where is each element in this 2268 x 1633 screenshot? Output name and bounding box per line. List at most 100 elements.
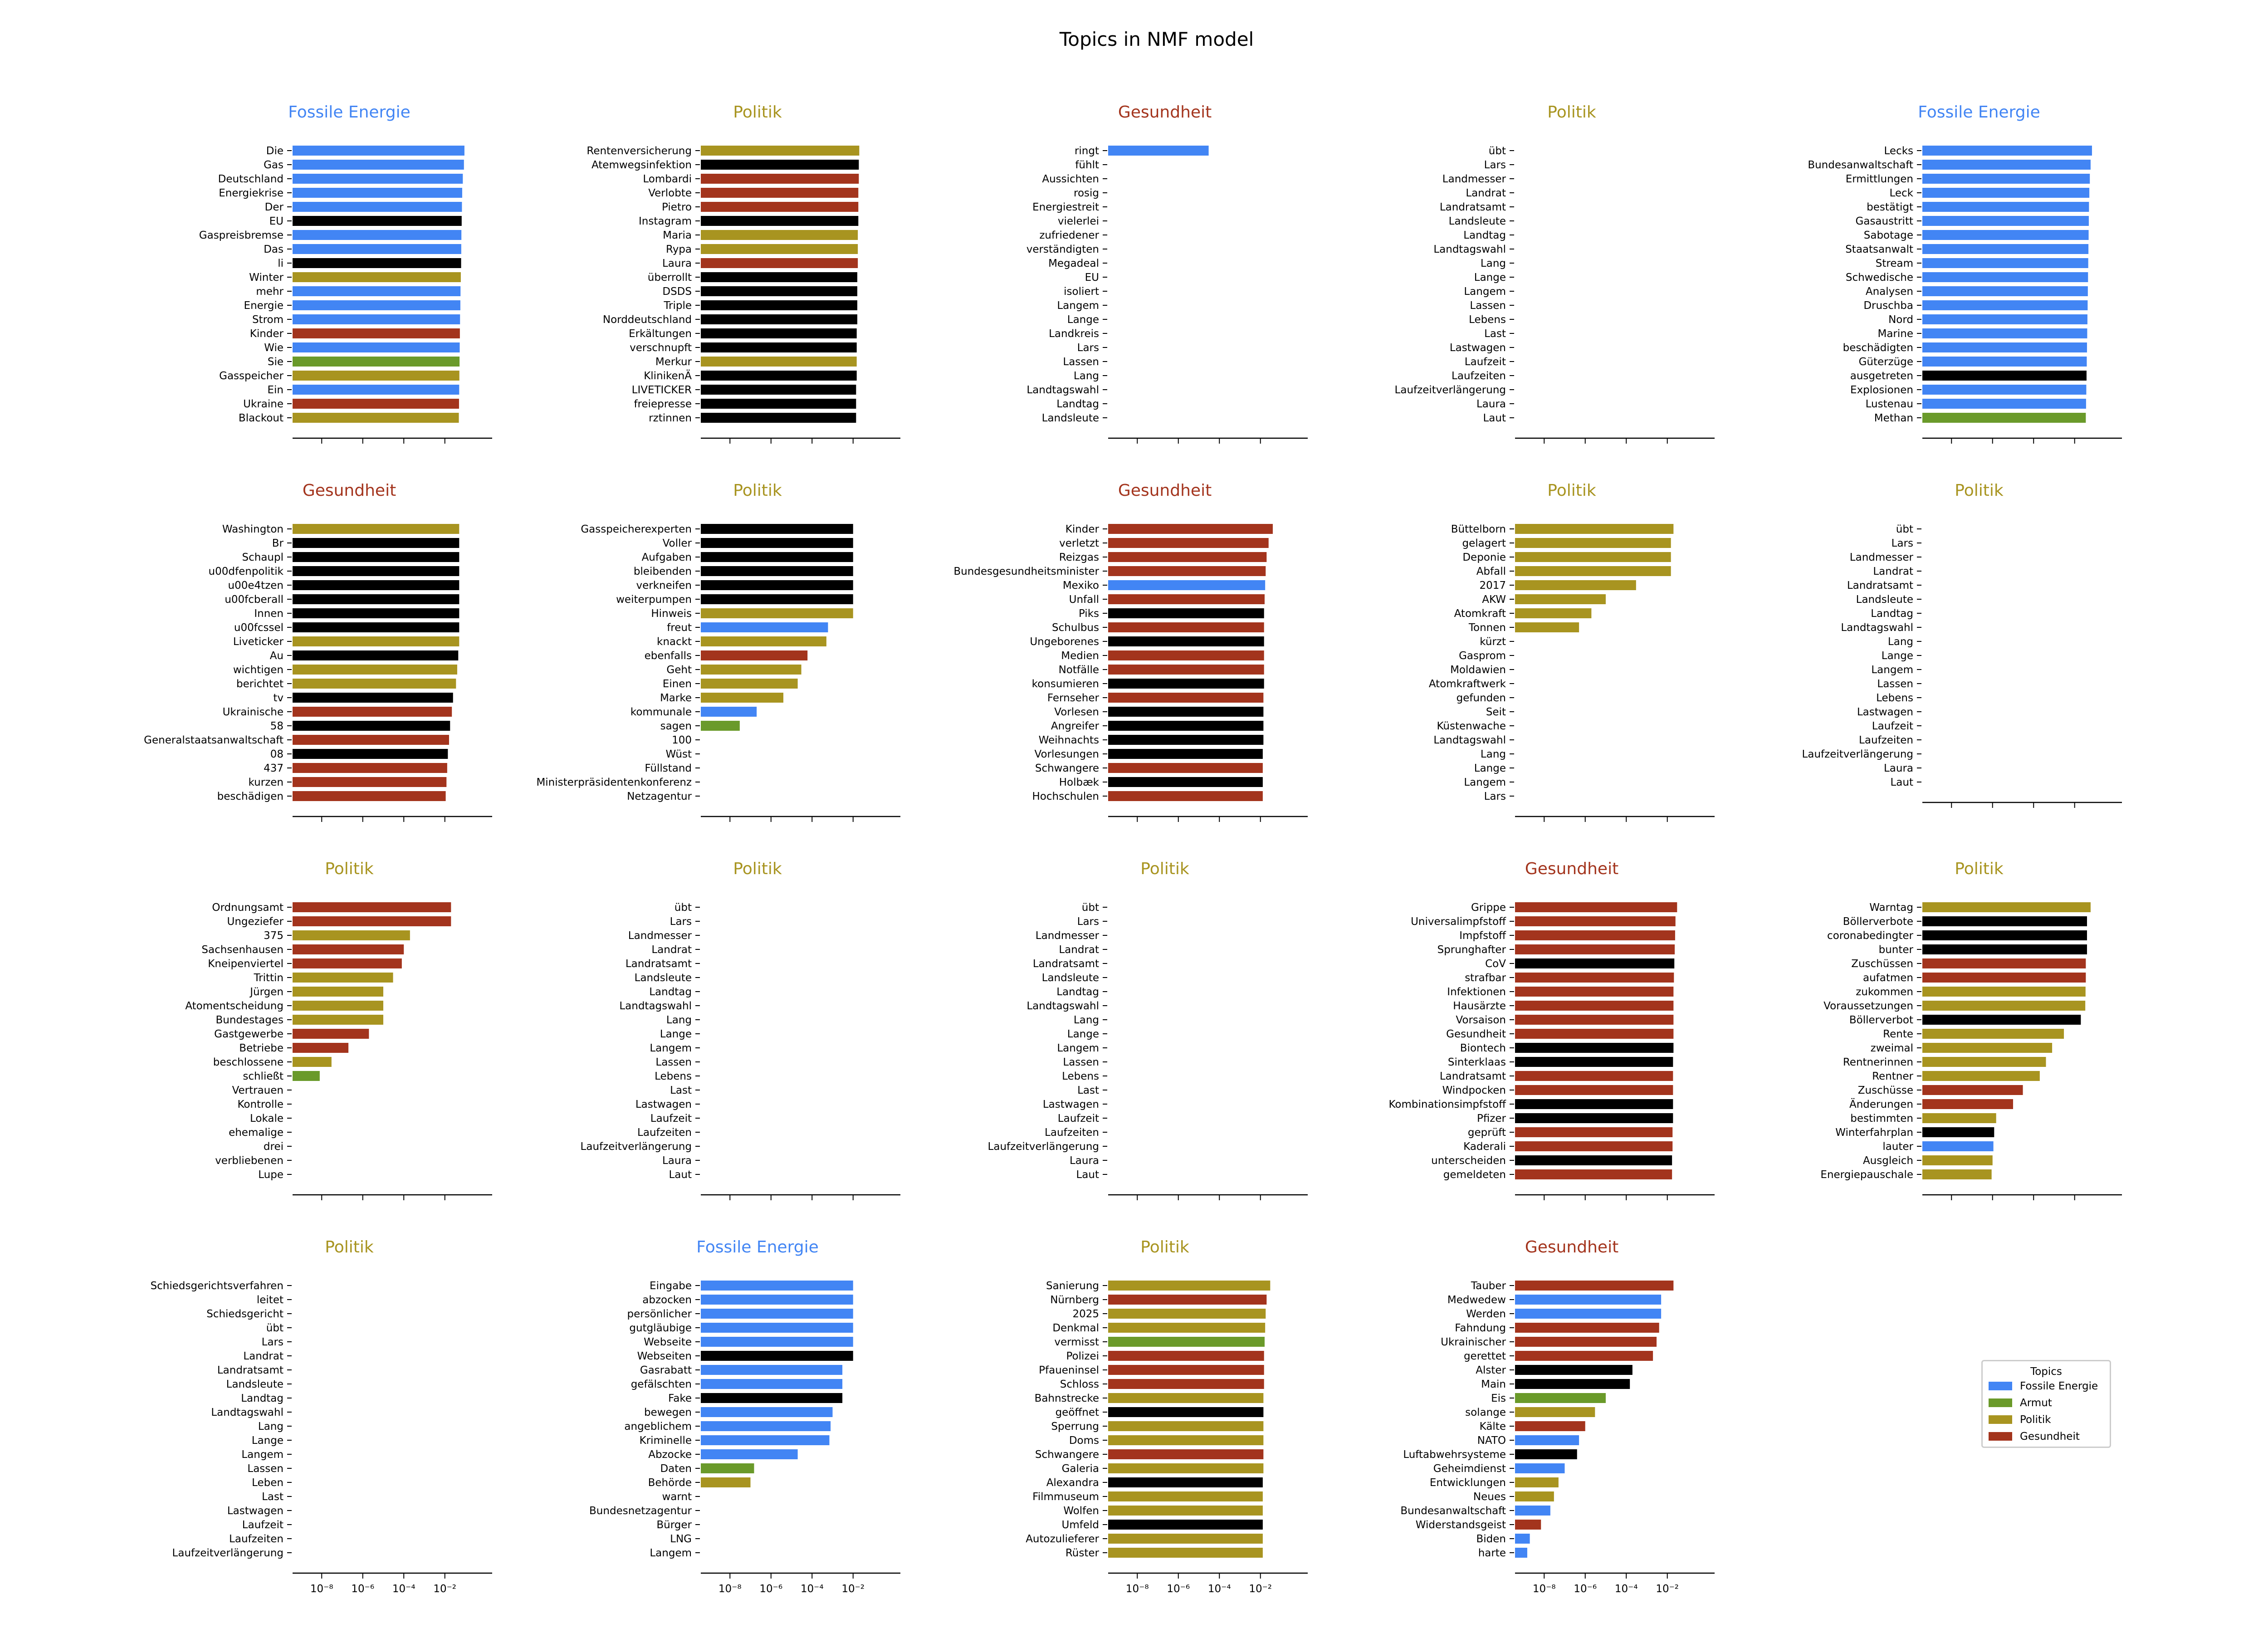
bar bbox=[701, 314, 857, 324]
bar bbox=[293, 622, 459, 632]
bar-label: Atomkraft bbox=[1454, 608, 1506, 620]
bar-label: Bahnstrecke bbox=[1035, 1393, 1099, 1404]
bar-label: Pietro bbox=[662, 201, 692, 213]
bar-label: Landtagswahl bbox=[1433, 244, 1506, 255]
bar-label: Kinder bbox=[250, 328, 284, 340]
bar-label: Grippe bbox=[1471, 902, 1506, 914]
bar bbox=[1108, 1393, 1264, 1403]
bar-label: li bbox=[278, 258, 284, 269]
bar-label: Universalimpfstoff bbox=[1411, 916, 1506, 928]
bar-label: Trittin bbox=[253, 972, 284, 984]
bar-label: rztinnen bbox=[649, 412, 692, 424]
bar-label: zweimal bbox=[1871, 1042, 1913, 1054]
bar bbox=[1922, 1057, 2046, 1067]
bar bbox=[1515, 1548, 1527, 1558]
bar bbox=[1515, 1071, 1673, 1081]
bar-label: Maria bbox=[663, 230, 692, 241]
bar-label: Kälte bbox=[1480, 1421, 1506, 1433]
bar-label: Energiestreit bbox=[1032, 201, 1099, 213]
bar bbox=[701, 1477, 751, 1487]
bar-label: Gesundheit bbox=[1446, 1028, 1506, 1040]
bar-label: Landsleute bbox=[1449, 215, 1506, 227]
bar-label: Laura bbox=[1070, 1155, 1099, 1167]
bar-label: Sie bbox=[268, 356, 284, 368]
legend: Topics Fossile Energie Armut Politik Gesund… bbox=[1981, 1360, 2111, 1448]
bar-label: Kombinationsimpfstoff bbox=[1388, 1099, 1506, 1110]
bar-label: Schiedsgericht bbox=[206, 1308, 284, 1320]
bar-label: LIVETICKER bbox=[632, 384, 692, 396]
bar bbox=[293, 916, 451, 926]
panel-title: Gesundheit bbox=[1118, 481, 1212, 500]
bar-label: CoV bbox=[1485, 958, 1506, 970]
bar bbox=[1108, 693, 1264, 703]
bar bbox=[1922, 987, 2086, 997]
bar-label: Langem bbox=[1464, 777, 1506, 788]
bar bbox=[1108, 1520, 1263, 1530]
bar-label: Leben bbox=[252, 1477, 284, 1489]
bar-label: Daten bbox=[660, 1463, 692, 1475]
bar-label: bleibenden bbox=[634, 566, 692, 577]
bar-label: Eis bbox=[1491, 1393, 1506, 1404]
bar bbox=[1515, 1337, 1657, 1347]
bar-label: Hinweis bbox=[651, 608, 692, 620]
bar bbox=[1108, 1506, 1263, 1516]
bar-label: beschädigen bbox=[217, 791, 284, 802]
bar bbox=[1108, 1295, 1267, 1305]
bar-label: Gastgewerbe bbox=[214, 1028, 284, 1040]
bar-label: Landkreis bbox=[1049, 328, 1099, 340]
x-tick-label: 10⁻⁴ bbox=[1208, 1583, 1231, 1595]
bar-label: Landtag bbox=[649, 986, 692, 998]
bar bbox=[701, 524, 853, 534]
bar bbox=[701, 580, 853, 590]
bar-label: Erkältungen bbox=[629, 328, 692, 340]
bar bbox=[1515, 1085, 1673, 1095]
bar bbox=[1515, 1449, 1577, 1459]
bar-label: Biden bbox=[1476, 1533, 1506, 1545]
bar bbox=[701, 188, 859, 198]
bar-label: Last bbox=[670, 1085, 692, 1096]
x-tick-label: 10⁻² bbox=[1656, 1583, 1679, 1595]
bar-label: freut bbox=[667, 622, 692, 634]
bar-label: Druschba bbox=[1863, 300, 1913, 312]
bar-label: Abzocke bbox=[648, 1449, 692, 1461]
bar-label: Sabotage bbox=[1864, 230, 1913, 241]
bar-label: Voraussetzungen bbox=[1823, 1000, 1913, 1012]
bar bbox=[1108, 1463, 1264, 1473]
bar-label: vermisst bbox=[1054, 1336, 1099, 1348]
panel-title: Gesundheit bbox=[1118, 103, 1212, 122]
bar-label: gefunden bbox=[1457, 692, 1506, 704]
bar-label: Rypa bbox=[666, 244, 692, 255]
bar-label: Winter bbox=[249, 272, 284, 284]
bar bbox=[293, 1057, 332, 1067]
bar-label: Sinterklaas bbox=[1448, 1056, 1506, 1068]
bar-label: Landtag bbox=[1463, 230, 1506, 241]
bar-label: Tauber bbox=[1471, 1280, 1506, 1292]
bar bbox=[701, 1421, 831, 1431]
bar bbox=[1515, 1506, 1550, 1516]
bar-label: Nord bbox=[1888, 314, 1913, 326]
topic-panel-10: Politik übt Lars Landmesser Landrat Landratsa… bbox=[1802, 481, 2122, 808]
bar bbox=[1922, 202, 2089, 212]
bar bbox=[1108, 146, 1209, 156]
bar bbox=[701, 1337, 853, 1347]
bar bbox=[701, 202, 859, 212]
bar-label: Impfstoff bbox=[1459, 930, 1506, 942]
bar bbox=[701, 357, 857, 367]
bar bbox=[293, 777, 447, 787]
bar-label: ringt bbox=[1075, 145, 1099, 157]
bar bbox=[1108, 665, 1264, 675]
bar bbox=[701, 538, 853, 548]
bar-label: Langem bbox=[241, 1449, 284, 1461]
bar bbox=[1108, 1365, 1264, 1375]
bar-label: Gasrabatt bbox=[640, 1364, 692, 1376]
bar-label: Verlobte bbox=[648, 187, 692, 199]
bar-label: Lange bbox=[252, 1435, 284, 1447]
bar-label: 100 bbox=[672, 734, 692, 746]
bar bbox=[293, 216, 462, 226]
bar-label: Fake bbox=[668, 1393, 692, 1404]
bar bbox=[701, 552, 853, 562]
x-tick-label: 10⁻⁴ bbox=[392, 1583, 415, 1595]
bar-label: Ordnungsamt bbox=[212, 902, 284, 914]
bar-label: Doms bbox=[1069, 1435, 1099, 1447]
bar-label: Schwangere bbox=[1035, 763, 1099, 774]
